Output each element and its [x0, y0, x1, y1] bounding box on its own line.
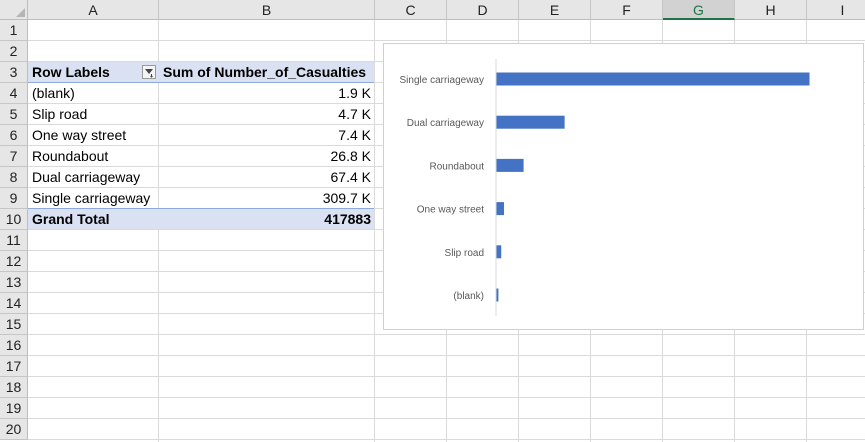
chart-category-label: (blank)	[453, 291, 484, 302]
pivot-row-label[interactable]: One way street	[32, 127, 127, 143]
pivot-header-values[interactable]: Sum of Number_of_Casualties	[163, 64, 367, 80]
row-header-17[interactable]: 17	[0, 356, 28, 377]
gridline-horizontal	[28, 439, 865, 440]
pivot-header-fill	[28, 62, 374, 82]
row-header-6[interactable]: 6	[0, 125, 28, 146]
row-header-7[interactable]: 7	[0, 146, 28, 167]
column-header-a[interactable]: A	[28, 0, 159, 20]
pivot-header-row-labels[interactable]: Row Labels	[32, 64, 110, 80]
sort-filter-icon[interactable]	[142, 65, 156, 79]
pivot-total-border	[28, 208, 374, 209]
column-header-f[interactable]: F	[591, 0, 663, 20]
gridline-horizontal	[28, 376, 865, 377]
pivot-row-label[interactable]: Slip road	[32, 106, 88, 122]
row-header-12[interactable]: 12	[0, 251, 28, 272]
chart-bar[interactable]	[496, 245, 502, 259]
chart-category-label: Dual carriageway	[407, 118, 484, 129]
chart-bar[interactable]	[496, 158, 524, 172]
row-header-5[interactable]: 5	[0, 104, 28, 125]
pivot-row-label[interactable]: (blank)	[32, 85, 75, 101]
row-header-19[interactable]: 19	[0, 398, 28, 419]
column-header-c[interactable]: C	[375, 0, 447, 20]
bar-chart-svg: Single carriageway Dual carriageway Rounda…	[400, 59, 810, 316]
row-header-10[interactable]: 10	[0, 209, 28, 230]
gridline-vertical	[374, 20, 375, 442]
row-header-14[interactable]: 14	[0, 293, 28, 314]
chart-bar[interactable]	[496, 72, 810, 86]
row-header-9[interactable]: 9	[0, 188, 28, 209]
gridline-horizontal	[28, 40, 865, 41]
pivot-row-value[interactable]: 7.4 K	[338, 127, 371, 143]
column-header-g[interactable]: G	[663, 0, 735, 20]
row-header-11[interactable]: 11	[0, 230, 28, 251]
column-header-e[interactable]: E	[519, 0, 591, 20]
row-header-8[interactable]: 8	[0, 167, 28, 188]
pivot-row-value[interactable]: 4.7 K	[338, 106, 371, 122]
chart-category-label: One way street	[417, 205, 484, 216]
row-header-3[interactable]: 3	[0, 62, 28, 83]
gridline-horizontal	[28, 355, 865, 356]
gridline-horizontal	[28, 418, 865, 419]
pivot-row-label[interactable]: Single carriageway	[32, 190, 151, 206]
pivot-row-value[interactable]: 67.4 K	[330, 169, 371, 185]
chart-category-label: Roundabout	[430, 161, 485, 172]
row-header-18[interactable]: 18	[0, 377, 28, 398]
row-header-2[interactable]: 2	[0, 41, 28, 62]
row-header-15[interactable]: 15	[0, 314, 28, 335]
row-header-13[interactable]: 13	[0, 272, 28, 293]
row-header-1[interactable]: 1	[0, 20, 28, 41]
pivot-grand-total-value[interactable]: 417883	[324, 211, 371, 227]
pivot-row-value[interactable]: 309.7 K	[322, 190, 371, 206]
pivot-row-label[interactable]: Roundabout	[32, 148, 109, 164]
pivot-grand-total-label[interactable]: Grand Total	[32, 211, 110, 227]
chart-bar[interactable]	[496, 288, 499, 302]
select-all-corner[interactable]	[0, 0, 28, 20]
column-header-d[interactable]: D	[447, 0, 519, 20]
row-header-20[interactable]: 20	[0, 419, 28, 440]
pivot-row-value[interactable]: 26.8 K	[330, 148, 371, 164]
column-header-b[interactable]: B	[159, 0, 375, 20]
chart-category-label: Single carriageway	[400, 75, 485, 86]
chart-bar[interactable]	[496, 202, 504, 216]
row-header-16[interactable]: 16	[0, 335, 28, 356]
row-header-4[interactable]: 4	[0, 83, 28, 104]
gridline-horizontal	[28, 334, 865, 335]
bar-chart[interactable]: Single carriageway Dual carriageway Rounda…	[383, 43, 864, 330]
chart-category-label: Slip road	[445, 248, 484, 259]
column-header-i[interactable]: I	[807, 0, 865, 20]
pivot-row-value[interactable]: 1.9 K	[338, 85, 371, 101]
gridline-vertical	[158, 20, 159, 442]
column-header-h[interactable]: H	[735, 0, 807, 20]
pivot-row-label[interactable]: Dual carriageway	[32, 169, 141, 185]
chart-bar[interactable]	[496, 115, 565, 129]
gridline-horizontal	[28, 397, 865, 398]
pivot-total-fill	[28, 209, 374, 229]
pivot-header-border	[28, 82, 374, 83]
